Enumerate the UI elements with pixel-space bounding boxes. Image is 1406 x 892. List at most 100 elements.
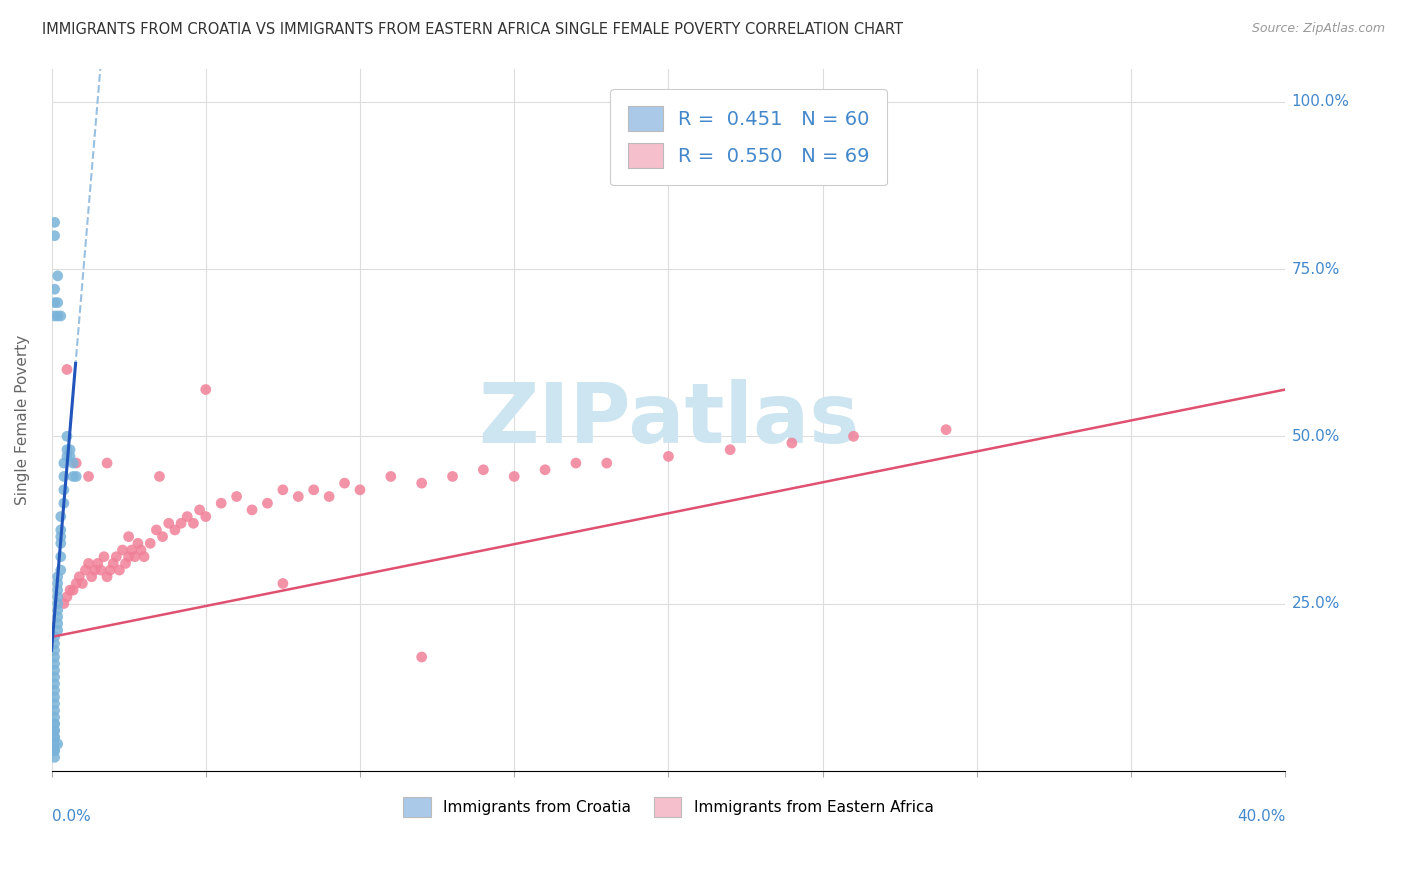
Point (56, 362, 79, 376)
Text: 75.0%: 75.0% (1292, 261, 1340, 277)
Point (718, 442, 741, 457)
Point (44, 744, 66, 758)
Point (44, 295, 66, 310)
Point (56, 442, 79, 457)
Point (62, 469, 84, 483)
Point (46, 576, 69, 591)
Point (44, 731, 66, 745)
Point (503, 469, 526, 483)
Point (108, 563, 131, 577)
Point (52, 469, 75, 483)
Y-axis label: Single Female Poverty: Single Female Poverty (15, 334, 30, 505)
Point (49, 563, 72, 577)
Point (333, 476, 356, 491)
Point (77, 469, 100, 483)
Point (49, 549, 72, 564)
Point (46, 590, 69, 604)
Point (163, 523, 186, 537)
Point (225, 490, 247, 504)
Point (114, 557, 136, 571)
Point (65, 456, 87, 470)
Point (46, 597, 69, 611)
Point (49, 509, 72, 524)
Point (56, 429, 79, 443)
Point (46, 624, 69, 638)
Point (271, 483, 294, 497)
Point (75, 563, 97, 577)
Point (49, 309, 72, 323)
Text: ZIPatlas: ZIPatlas (478, 379, 859, 460)
Point (127, 536, 149, 550)
Point (46, 268, 69, 283)
Text: 50.0%: 50.0% (1292, 429, 1340, 444)
Point (62, 583, 84, 598)
Point (44, 657, 66, 671)
Point (121, 543, 143, 558)
Point (46, 616, 69, 631)
Point (565, 456, 588, 470)
Point (302, 483, 325, 497)
Point (596, 456, 619, 470)
Point (842, 429, 865, 443)
Point (194, 509, 217, 524)
Point (318, 490, 340, 504)
Point (62, 456, 84, 470)
Point (411, 650, 433, 665)
Point (271, 576, 294, 591)
Point (44, 697, 66, 711)
Point (46, 309, 69, 323)
Point (148, 469, 170, 483)
Point (44, 717, 66, 731)
Point (534, 463, 557, 477)
Point (59, 450, 82, 464)
Point (472, 463, 495, 477)
Point (287, 490, 309, 504)
Point (117, 549, 139, 564)
Point (56, 590, 79, 604)
Point (67, 570, 90, 584)
Point (90, 563, 112, 577)
Point (209, 496, 232, 510)
Point (44, 670, 66, 684)
Point (124, 549, 146, 564)
Point (188, 503, 211, 517)
Point (657, 450, 679, 464)
Point (44, 677, 66, 691)
Point (411, 476, 433, 491)
Text: 100.0%: 100.0% (1292, 95, 1350, 110)
Point (44, 650, 66, 665)
Point (441, 469, 464, 483)
Point (80, 570, 103, 584)
Point (59, 583, 82, 598)
Legend: Immigrants from Croatia, Immigrants from Eastern Africa: Immigrants from Croatia, Immigrants from… (398, 791, 939, 822)
Text: 25.0%: 25.0% (1292, 596, 1340, 611)
Point (183, 516, 205, 531)
Point (44, 643, 66, 657)
Point (46, 583, 69, 598)
Point (44, 664, 66, 678)
Point (176, 509, 198, 524)
Point (65, 469, 87, 483)
Point (44, 309, 66, 323)
Point (117, 530, 139, 544)
Point (46, 603, 69, 617)
Point (59, 442, 82, 457)
Point (96, 456, 118, 470)
Point (780, 436, 803, 450)
Point (46, 737, 69, 751)
Point (256, 496, 278, 510)
Point (44, 717, 66, 731)
Point (105, 549, 128, 564)
Text: Source: ZipAtlas.com: Source: ZipAtlas.com (1251, 22, 1385, 36)
Point (96, 570, 118, 584)
Point (44, 731, 66, 745)
Point (129, 543, 152, 558)
Point (56, 450, 79, 464)
Point (139, 536, 162, 550)
Text: 0.0%: 0.0% (52, 809, 90, 824)
Point (111, 543, 134, 558)
Point (132, 549, 155, 564)
Point (44, 744, 66, 758)
Point (52, 597, 75, 611)
Point (46, 570, 69, 584)
